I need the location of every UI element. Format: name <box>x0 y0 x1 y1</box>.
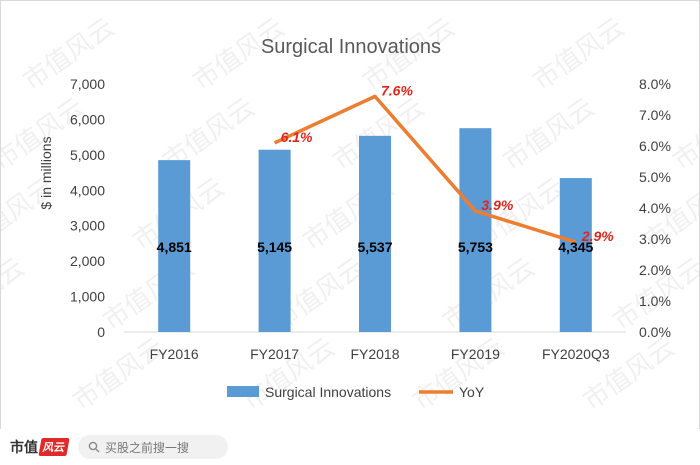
bar-value-label: 4,345 <box>558 239 593 255</box>
y2-tick-label: 7.0% <box>639 107 671 123</box>
bar <box>559 178 592 332</box>
y2-tick-label: 0.0% <box>639 324 671 340</box>
search-icon <box>88 441 100 453</box>
yoy-value-label: 2.9% <box>581 228 614 244</box>
bar <box>158 160 191 332</box>
brand-name: 市值 <box>10 440 38 456</box>
x-tick-label: FY2016 <box>150 346 199 362</box>
bar-value-label: 5,537 <box>357 239 392 255</box>
y2-tick-label: 3.0% <box>639 231 671 247</box>
legend-bar-label: Surgical Innovations <box>265 384 391 400</box>
y-tick-label: 7,000 <box>70 76 105 92</box>
legend: Surgical Innovations YoY <box>227 384 485 400</box>
search-box[interactable]: 买股之前搜一搜 <box>78 435 228 459</box>
bar-value-label: 5,145 <box>257 239 292 255</box>
bar <box>459 128 492 332</box>
watermark-text: 市值风云 <box>1 252 30 336</box>
y-tick-label: 0 <box>97 324 105 340</box>
x-tick-label: FY2017 <box>250 346 299 362</box>
y2-axis-ticks: 0.0% 1.0% 2.0% 3.0% 4.0% 5.0% 6.0% 7.0% 8.0% <box>639 76 671 340</box>
bar-series <box>158 128 592 332</box>
y-tick-label: 5,000 <box>70 147 105 163</box>
y2-tick-label: 4.0% <box>639 200 671 216</box>
watermark-text: 市值风云 <box>528 12 630 96</box>
chart-title: Surgical Innovations <box>261 36 441 58</box>
legend-bar-swatch <box>227 386 259 397</box>
yoy-line <box>273 94 577 244</box>
search-placeholder: 买股之前搜一搜 <box>105 440 190 455</box>
y-tick-label: 1,000 <box>70 289 105 305</box>
y-axis-ticks: 0 1,000 2,000 3,000 4,000 5,000 6,000 7,000 <box>70 76 105 340</box>
yoy-value-label: 6.1% <box>281 129 313 145</box>
brand-badge: 风云 <box>38 438 70 456</box>
y-tick-label: 3,000 <box>70 218 105 234</box>
chart-frame: 市值风云 市值风云 市值风云 市值风云 市值风云 市值风云 市值风云 市值风云 市值风云 市值风云… <box>0 0 700 430</box>
bar <box>258 149 291 332</box>
brand-logo[interactable]: 市值 风云 <box>10 437 70 457</box>
x-tick-label: FY2018 <box>350 346 399 362</box>
x-axis-ticks: FY2016 FY2017 FY2018 FY2019 FY2020Q3 <box>150 346 610 362</box>
y-tick-label: 6,000 <box>70 111 105 127</box>
yoy-value-label: 7.6% <box>381 82 413 98</box>
yoy-series <box>273 94 577 244</box>
y2-tick-label: 2.0% <box>639 262 671 278</box>
y2-tick-label: 5.0% <box>639 169 671 185</box>
legend-line-label: YoY <box>459 384 485 400</box>
y-tick-label: 2,000 <box>70 253 105 269</box>
yoy-value-label: 3.9% <box>481 197 513 213</box>
yoy-data-labels: 6.1% 7.6% 3.9% 2.9% <box>281 82 615 244</box>
watermark-text: 市值风云 <box>498 92 600 176</box>
y2-tick-label: 1.0% <box>639 293 671 309</box>
y-axis-label: $ in millions <box>38 136 54 209</box>
x-tick-label: FY2019 <box>451 346 500 362</box>
y-tick-label: 4,000 <box>70 182 105 198</box>
y2-tick-label: 6.0% <box>639 138 671 154</box>
watermark-text: 市值风云 <box>698 12 699 96</box>
bar-data-labels: 4,851 5,145 5,537 5,753 4,345 <box>157 239 594 255</box>
footer-bar: 市值 风云 买股之前搜一搜 <box>0 429 700 465</box>
bar <box>359 135 391 332</box>
x-tick-label: FY2020Q3 <box>542 346 610 362</box>
bar-value-label: 5,753 <box>458 239 493 255</box>
bar-value-label: 4,851 <box>157 239 192 255</box>
watermark-text: 市值风云 <box>668 92 699 176</box>
y2-tick-label: 8.0% <box>639 76 671 92</box>
